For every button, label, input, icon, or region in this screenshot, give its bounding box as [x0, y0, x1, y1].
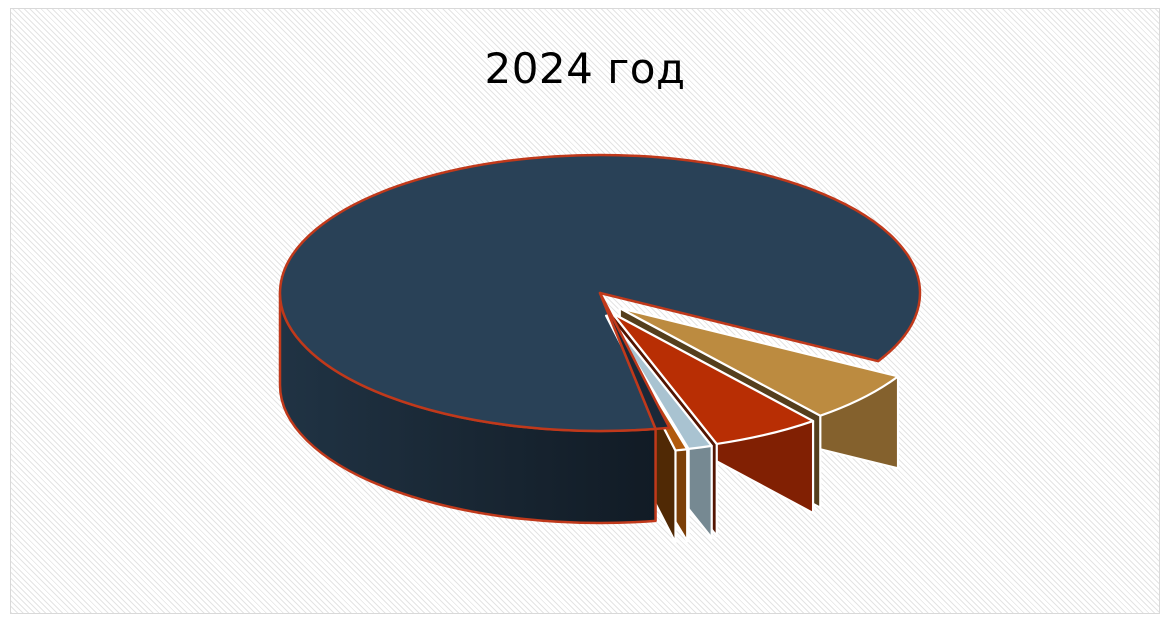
pie-slice-2-top [611, 312, 815, 446]
pie-slice-5-top [598, 291, 671, 431]
pie-slice-1-top [618, 307, 900, 417]
pie-slice-3-top [606, 314, 713, 450]
chart-title: 2024 год [484, 44, 686, 93]
